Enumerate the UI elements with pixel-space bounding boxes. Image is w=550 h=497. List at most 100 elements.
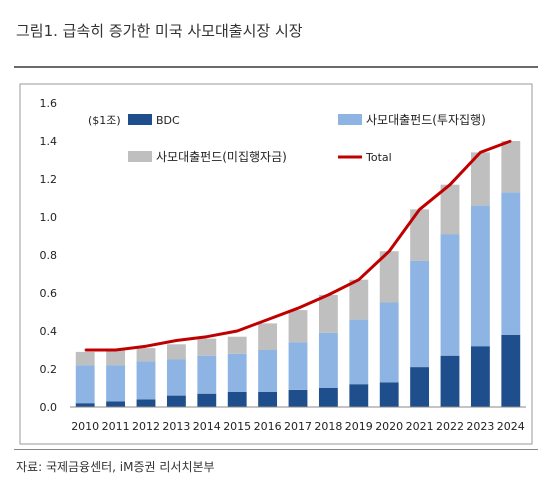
bar-bdc <box>197 393 217 407</box>
bar-deployed <box>318 332 338 388</box>
bar-dry-powder <box>470 152 490 206</box>
total-point <box>327 294 330 296</box>
bar-deployed <box>227 353 247 392</box>
x-tick-label: 2017 <box>284 420 312 433</box>
bar-dry-powder <box>75 351 95 366</box>
bar-dry-powder <box>197 338 217 356</box>
x-tick-label: 2023 <box>466 420 494 433</box>
total-point <box>266 318 269 321</box>
x-tick-label: 2020 <box>375 420 403 433</box>
bar-deployed <box>75 365 95 404</box>
y-axis: 0.0 0.2 0.4 0.6 0.8 1.0 1.2 1.4 1.6 <box>40 97 58 414</box>
y-tick-label: 1.6 <box>40 97 58 110</box>
x-tick-label: 2014 <box>193 420 221 433</box>
bar-bdc <box>501 334 521 407</box>
bar-deployed <box>136 361 156 400</box>
bar-deployed <box>166 359 186 396</box>
y-tick-label: 1.4 <box>40 135 58 148</box>
y-tick-label: 0.0 <box>40 401 58 414</box>
legend-label-deployed: 사모대출펀드(투자집행) <box>366 112 486 127</box>
bar-bdc <box>75 403 95 407</box>
bar-bdc <box>470 346 490 407</box>
total-point <box>145 345 147 348</box>
legend-swatch-dry-powder <box>128 151 152 162</box>
bar-bdc <box>379 382 399 407</box>
total-point <box>175 339 178 342</box>
x-tick-label: 2010 <box>71 420 99 433</box>
bar-deployed <box>106 365 126 402</box>
total-point <box>206 335 208 338</box>
x-tick-label: 2024 <box>497 420 525 433</box>
x-tick-label: 2015 <box>223 420 251 433</box>
bar-deployed <box>440 234 460 356</box>
bar-dry-powder <box>288 310 308 343</box>
x-tick-label: 2013 <box>162 420 190 433</box>
source-note: 자료: 국제금융센터, iM증권 리서치본부 <box>16 460 215 474</box>
total-line-layer <box>84 139 512 352</box>
x-tick-label: 2018 <box>314 420 342 433</box>
source-rule <box>14 449 538 450</box>
y-tick-label: 1.2 <box>40 173 58 186</box>
total-point <box>479 151 482 154</box>
bar-bdc <box>288 389 308 407</box>
legend: BDC 사모대출펀드(투자집행) 사모대출펀드(미집행자금) Total <box>128 112 486 164</box>
bar-dry-powder <box>501 141 521 193</box>
y-tick-label: 0.4 <box>40 325 58 338</box>
total-point <box>114 349 117 351</box>
bar-dry-powder <box>136 348 156 362</box>
bar-bdc <box>349 384 369 407</box>
bar-dry-powder <box>227 336 247 354</box>
bar-dry-powder <box>410 209 430 261</box>
total-point <box>418 208 421 211</box>
bar-bdc <box>106 401 126 407</box>
bar-deployed <box>349 319 369 385</box>
bar-bdc <box>227 391 247 407</box>
bar-deployed <box>410 260 430 368</box>
x-tick-label: 2011 <box>102 420 130 433</box>
title-rule <box>14 66 538 68</box>
bar-deployed <box>501 192 521 335</box>
total-point <box>84 349 86 351</box>
bar-deployed <box>197 355 217 394</box>
bar-dry-powder <box>349 279 369 320</box>
bar-bdc <box>440 355 460 407</box>
bar-dry-powder <box>106 350 126 366</box>
total-point <box>388 250 391 252</box>
legend-swatch-deployed <box>338 114 362 125</box>
total-point <box>449 183 451 186</box>
total-point <box>358 278 360 281</box>
bar-deployed <box>379 302 399 383</box>
x-tick-label: 2019 <box>345 420 373 433</box>
bar-dry-powder <box>379 251 399 303</box>
bar-bdc <box>318 388 338 407</box>
legend-swatch-bdc <box>128 114 152 125</box>
total-point <box>510 140 512 142</box>
bar-deployed <box>288 342 308 390</box>
unit-label: ($1조) <box>88 114 121 127</box>
y-tick-label: 0.2 <box>40 363 58 376</box>
x-tick-label: 2016 <box>254 420 282 433</box>
bar-bdc <box>166 395 186 407</box>
y-tick-label: 0.6 <box>40 287 58 300</box>
bar-bdc <box>258 391 278 407</box>
bar-dry-powder <box>166 344 186 360</box>
x-tick-label: 2022 <box>436 420 464 433</box>
x-axis: 2010 2011 2012 2013 2014 2015 2016 2017 2018 2019… <box>71 420 525 433</box>
total-point <box>236 330 238 332</box>
bars-layer <box>75 141 521 407</box>
legend-label-bdc: BDC <box>156 114 180 127</box>
x-tick-label: 2012 <box>132 420 160 433</box>
y-tick-label: 1.0 <box>40 211 58 224</box>
bar-dry-powder <box>258 323 278 350</box>
total-point <box>297 307 299 310</box>
y-tick-label: 0.8 <box>40 249 58 262</box>
figure-title: 그림1. 급속히 증가한 미국 사모대출시장 시장 <box>16 22 303 40</box>
bar-bdc <box>410 367 430 407</box>
stacked-bar-chart: 0.0 0.2 0.4 0.6 0.8 1.0 1.2 1.4 1.6 2010 2011 2012… <box>19 83 533 445</box>
legend-label-dry-powder: 사모대출펀드(미집행자금) <box>156 149 287 164</box>
bar-deployed <box>258 350 278 392</box>
x-tick-label: 2021 <box>406 420 434 433</box>
bar-dry-powder <box>440 184 460 235</box>
bar-bdc <box>136 399 156 407</box>
bar-deployed <box>470 205 490 347</box>
